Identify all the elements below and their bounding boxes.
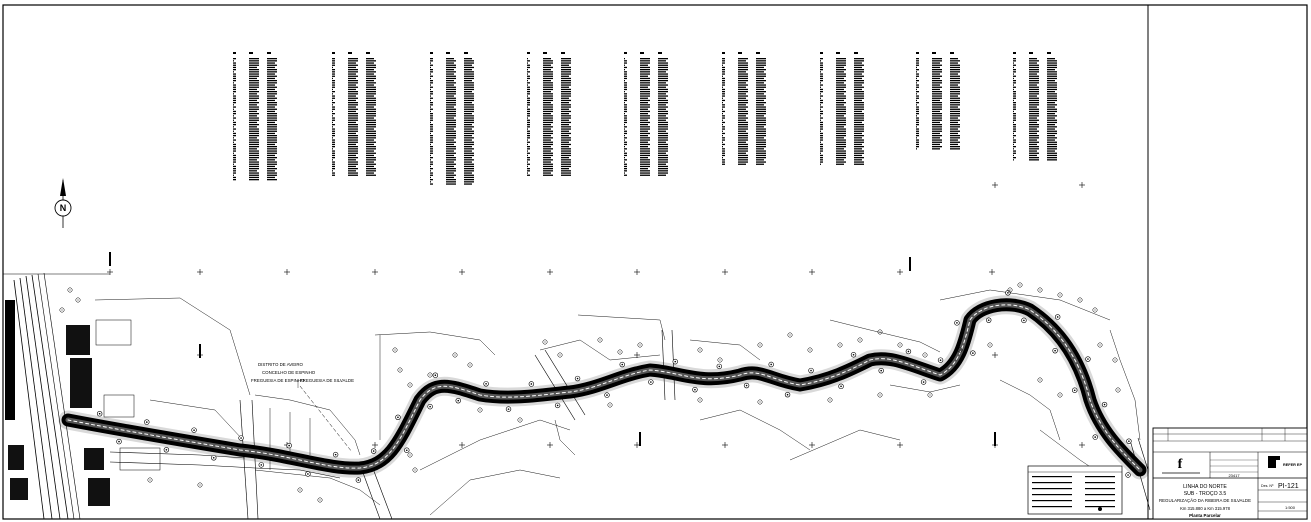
project-line-3: REGULARIZAÇÃO DA RIBEIRA DE SILVALDE bbox=[1159, 498, 1251, 503]
tree-symbols bbox=[59, 282, 1121, 503]
grid-marks bbox=[107, 182, 1085, 448]
file-number: 23417 bbox=[1228, 473, 1240, 478]
district-label-concelho: CONCELHO DE ESPINHO bbox=[262, 370, 316, 375]
title-block: f REFER EP 23417 LINHA DO NORTE SUB - TR… bbox=[1152, 427, 1308, 520]
legend-box bbox=[1027, 465, 1123, 515]
district-label-silvalde: FREGUESIA DE SILVALDE bbox=[300, 378, 354, 383]
scale-value: 1:500 bbox=[1285, 505, 1296, 510]
roads bbox=[109, 329, 1151, 520]
parcel-lines bbox=[94, 289, 1141, 516]
river-channel-silvalde bbox=[58, 295, 1150, 480]
sheet-type: Planta Parcelar bbox=[1189, 513, 1221, 518]
project-line-1: LINHA DO NORTE bbox=[1183, 484, 1227, 490]
survey-points bbox=[96, 290, 1132, 483]
drawing-number: PI-121 bbox=[1278, 483, 1299, 490]
svg-text:f: f bbox=[1178, 457, 1183, 472]
coordinate-tables bbox=[233, 52, 1057, 185]
north-arrow: N bbox=[54, 178, 72, 228]
railway-area bbox=[3, 272, 161, 520]
district-label-aveiro: DISTRITO DE AVEIRO bbox=[258, 362, 304, 367]
drawing-number-label: Des. Nº bbox=[1261, 484, 1274, 488]
sheet-border bbox=[2, 4, 1308, 520]
district-labels: DISTRITO DE AVEIRO CONCELHO DE ESPINHO F… bbox=[251, 362, 354, 453]
company-name: REFER EP bbox=[1283, 463, 1302, 467]
km-range: Km 315.880 a Km 315.978 bbox=[1180, 506, 1230, 511]
f-logo-icon: f bbox=[1162, 455, 1200, 474]
refer-logo-icon bbox=[1268, 456, 1280, 468]
district-label-espinho: FREGUESIA DE ESPINHO bbox=[251, 378, 305, 383]
north-label: N bbox=[60, 203, 67, 213]
project-line-2: SUB - TROÇO 3.5 bbox=[1184, 491, 1227, 497]
